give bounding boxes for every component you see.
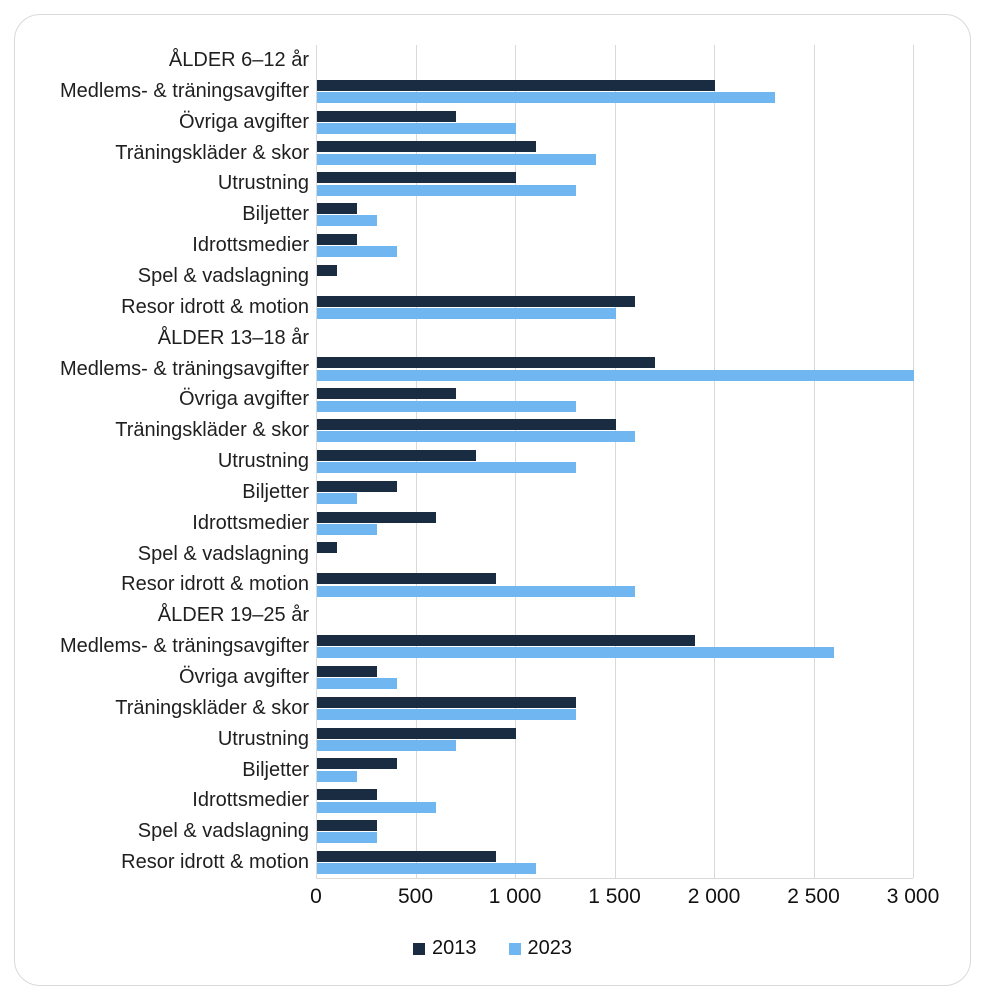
category-label: Idrottsmedier xyxy=(192,234,309,257)
bar-2023 xyxy=(317,92,775,104)
bar-2023 xyxy=(317,431,636,443)
bar-2023 xyxy=(317,678,397,690)
bar-2023 xyxy=(317,369,914,381)
gridline xyxy=(813,45,815,878)
category-label: Biljetter xyxy=(242,758,309,781)
category-label: Övriga avgifter xyxy=(178,388,309,411)
category-label: Spel & vadslagning xyxy=(137,264,309,287)
bar-2023 xyxy=(317,801,437,813)
bar-2013 xyxy=(317,480,397,492)
bar-2023 xyxy=(317,647,835,659)
legend-item-2023: 2023 xyxy=(508,937,573,960)
bar-2013 xyxy=(317,758,397,770)
category-label: Utrustning xyxy=(217,172,309,195)
x-axis-tick-label: 2 000 xyxy=(687,885,741,908)
gridline xyxy=(515,45,516,878)
legend-swatch-2013 xyxy=(413,942,425,955)
bar-2013 xyxy=(317,295,636,307)
bar-2013 xyxy=(317,79,715,91)
legend-label: 2013 xyxy=(432,937,477,959)
category-label: Resor idrott & motion xyxy=(121,573,309,596)
gridline xyxy=(714,45,715,878)
bar-2023 xyxy=(317,184,576,196)
category-label: Träningskläder & skor xyxy=(115,419,309,442)
category-label: Medlems- & träningsavgifter xyxy=(60,635,309,658)
bar-2023 xyxy=(317,770,357,782)
bar-2013 xyxy=(317,696,576,708)
bar-2013 xyxy=(317,542,337,554)
bar-2013 xyxy=(317,141,536,153)
bar-2013 xyxy=(317,511,437,523)
bar-2023 xyxy=(317,400,576,412)
bar-2013 xyxy=(317,419,616,431)
group-header-label: ÅLDER 13–18 år xyxy=(157,326,309,349)
bar-2013 xyxy=(317,665,377,677)
bar-2013 xyxy=(317,203,357,215)
category-label: Medlems- & träningsavgifter xyxy=(60,79,309,102)
x-axis-tick-label: 2 500 xyxy=(787,885,840,908)
legend: 2013 2023 xyxy=(15,937,970,960)
x-axis-tick-label: 3 000 xyxy=(886,885,940,908)
bar-2023 xyxy=(317,153,596,165)
plot-area xyxy=(316,45,914,879)
legend-swatch-2023 xyxy=(508,942,521,955)
bar-2023 xyxy=(317,523,377,535)
category-label: Övriga avgifter xyxy=(178,110,309,133)
category-label: Biljetter xyxy=(242,480,309,503)
legend-item-2013: 2013 xyxy=(413,937,477,960)
bar-2013 xyxy=(317,727,516,739)
category-label: Övriga avgifter xyxy=(178,666,309,689)
category-label: Medlems- & träningsavgifter xyxy=(60,357,309,380)
y-axis-line xyxy=(316,45,317,878)
bar-2013 xyxy=(317,264,337,276)
bar-2013 xyxy=(317,357,656,369)
gridline xyxy=(913,45,914,878)
x-axis-ticks: 0 500 1 000 1 500 2 000 2 500 3 000 xyxy=(310,881,939,913)
bar-2023 xyxy=(317,739,457,751)
x-axis-tick-label: 500 xyxy=(397,885,434,908)
category-label: Spel & vadslagning xyxy=(137,542,309,565)
x-axis-tick-label: 0 xyxy=(310,885,322,908)
category-label: Utrustning xyxy=(217,450,309,473)
category-labels: ÅLDER 6–12 år Medlems- & träningsavgifter… xyxy=(15,45,309,878)
bar-2013 xyxy=(317,172,516,184)
bar-2013 xyxy=(317,634,696,646)
category-label: Utrustning xyxy=(217,727,309,750)
bar-2013 xyxy=(317,789,377,801)
legend-label: 2023 xyxy=(527,937,573,959)
bar-2023 xyxy=(317,122,516,134)
bar-2013 xyxy=(317,110,457,122)
bar-2023 xyxy=(317,246,397,258)
bar-2013 xyxy=(317,388,457,400)
bar-2013 xyxy=(317,573,497,585)
gridline xyxy=(415,45,417,878)
bar-2023 xyxy=(317,863,536,875)
bar-2023 xyxy=(317,462,576,474)
bar-2023 xyxy=(317,832,377,844)
category-label: Idrottsmedier xyxy=(192,789,309,812)
category-label: Idrottsmedier xyxy=(192,511,309,534)
group-header-label: ÅLDER 6–12 år xyxy=(168,49,309,71)
category-label: Resor idrott & motion xyxy=(121,851,309,874)
bar-2023 xyxy=(317,493,357,505)
bar-2023 xyxy=(317,308,616,319)
category-label: Träningskläder & skor xyxy=(115,141,309,164)
bar-2023 xyxy=(317,709,576,721)
category-label: Spel & vadslagning xyxy=(137,820,309,843)
category-label: Biljetter xyxy=(242,203,309,226)
category-label: Resor idrott & motion xyxy=(121,295,309,318)
group-header-label: ÅLDER 19–25 år xyxy=(157,604,309,627)
category-label: Träningskläder & skor xyxy=(115,696,309,719)
x-axis-tick-label: 1 500 xyxy=(588,885,641,908)
bar-2013 xyxy=(317,820,377,832)
bar-2013 xyxy=(317,850,497,862)
x-axis-tick-label: 1 000 xyxy=(488,885,542,908)
gridline xyxy=(614,45,616,878)
bar-2013 xyxy=(317,233,357,245)
chart-card: ÅLDER 6–12 år Medlems- & träningsavgifter… xyxy=(14,14,971,986)
bar-2023 xyxy=(317,585,636,597)
bar-2013 xyxy=(317,449,477,461)
bar-2023 xyxy=(317,215,377,227)
